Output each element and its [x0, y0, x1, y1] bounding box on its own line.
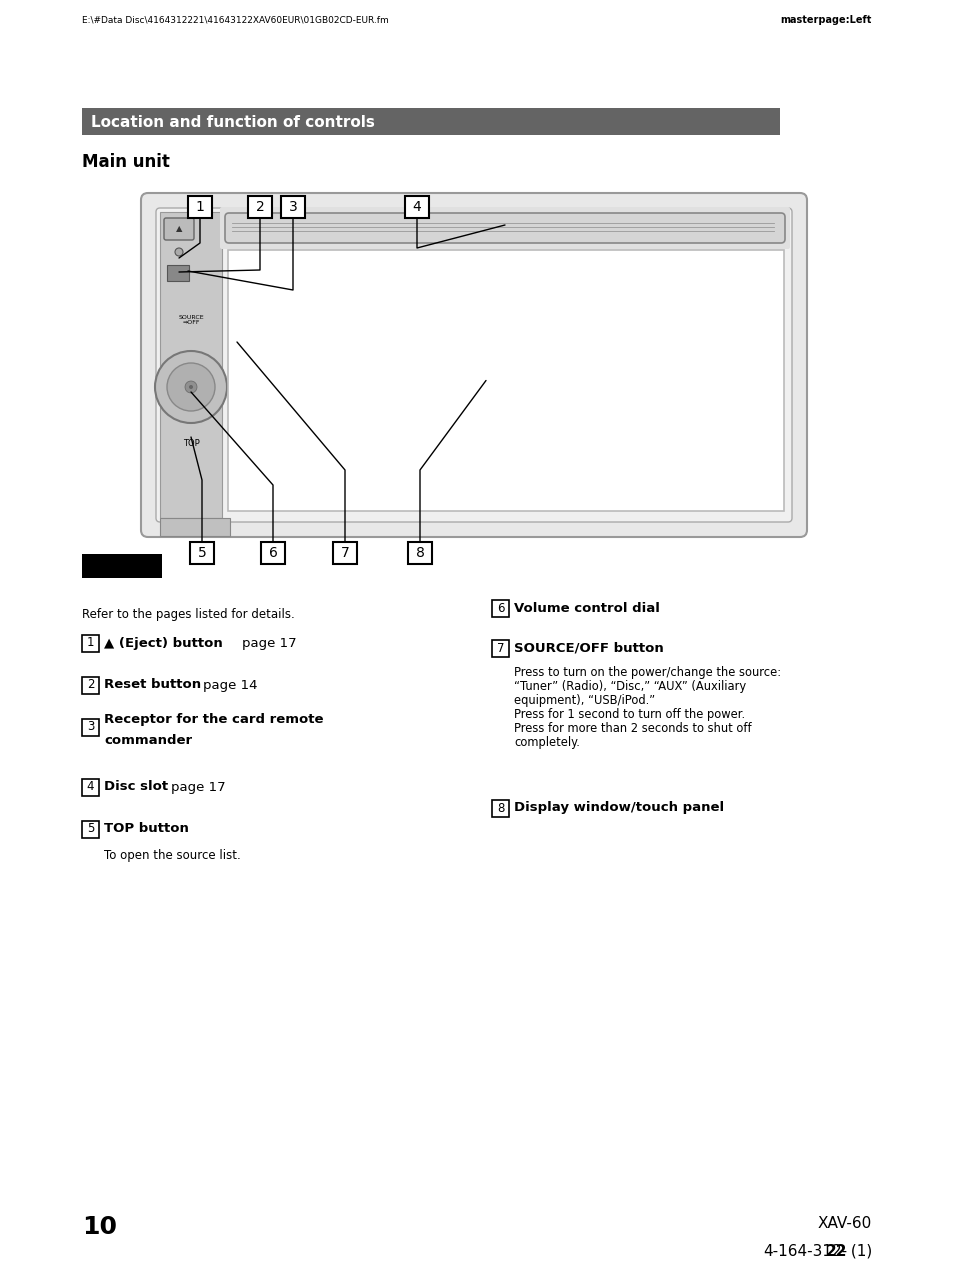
FancyBboxPatch shape [220, 207, 789, 249]
Text: 4: 4 [87, 781, 94, 794]
Text: (1): (1) [845, 1245, 871, 1259]
Text: XAV-60: XAV-60 [817, 1215, 871, 1231]
Circle shape [154, 351, 227, 423]
FancyBboxPatch shape [167, 265, 189, 281]
Bar [248, 196, 272, 218]
Text: TOP: TOP [182, 439, 199, 448]
Text: 6: 6 [269, 546, 277, 560]
Text: Press for 1 second to turn off the power.: Press for 1 second to turn off the power… [514, 707, 744, 721]
Text: 2: 2 [255, 199, 264, 215]
Bar [492, 599, 509, 616]
Bar [82, 779, 99, 795]
Bar [82, 719, 99, 735]
Text: SOURCE/OFF button: SOURCE/OFF button [514, 641, 663, 654]
Text: Volume control dial: Volume control dial [514, 602, 659, 615]
Bar [188, 196, 212, 218]
Circle shape [185, 381, 196, 392]
Text: Reset button: Reset button [104, 678, 201, 691]
FancyBboxPatch shape [141, 193, 806, 537]
Text: 4-164-312-: 4-164-312- [762, 1245, 846, 1259]
Text: Display window/touch panel: Display window/touch panel [514, 801, 723, 814]
Text: Main unit: Main unit [82, 152, 170, 171]
FancyBboxPatch shape [160, 518, 230, 536]
Bar [261, 542, 285, 564]
Text: SOURCE
⇒OFF: SOURCE ⇒OFF [178, 315, 204, 325]
Bar [228, 250, 783, 511]
Text: ▲ (Eject) button: ▲ (Eject) button [104, 636, 222, 649]
Text: 5: 5 [197, 546, 206, 560]
Bar [82, 820, 99, 837]
Bar [492, 640, 509, 657]
Text: 10: 10 [82, 1215, 117, 1240]
Bar [492, 800, 509, 817]
FancyBboxPatch shape [225, 213, 784, 243]
Text: “Tuner” (Radio), “Disc,” “AUX” (Auxiliary: “Tuner” (Radio), “Disc,” “AUX” (Auxiliar… [514, 679, 745, 693]
Circle shape [167, 363, 214, 411]
Text: 7: 7 [340, 546, 349, 560]
Text: commander: commander [104, 734, 192, 748]
Bar [82, 554, 162, 578]
Text: To open the source list.: To open the source list. [104, 850, 240, 862]
Text: ▲: ▲ [175, 225, 182, 234]
Text: 22: 22 [824, 1245, 846, 1259]
Bar [333, 542, 356, 564]
Text: Disc slot: Disc slot [104, 781, 168, 794]
Text: 1: 1 [195, 199, 204, 215]
Text: page 17: page 17 [171, 781, 226, 794]
FancyBboxPatch shape [156, 208, 791, 522]
Text: Press to turn on the power/change the source:: Press to turn on the power/change the so… [514, 665, 781, 679]
Bar [281, 196, 305, 218]
Bar [82, 108, 780, 135]
Bar [405, 196, 429, 218]
Bar [408, 542, 432, 564]
Text: Refer to the pages listed for details.: Refer to the pages listed for details. [82, 608, 294, 621]
Text: Location and function of controls: Location and function of controls [91, 116, 375, 130]
Text: 8: 8 [416, 546, 424, 560]
Text: 4: 4 [413, 199, 421, 215]
Text: Receptor for the card remote: Receptor for the card remote [104, 712, 323, 725]
Text: 3: 3 [289, 199, 297, 215]
Text: equipment), “USB/iPod.”: equipment), “USB/iPod.” [514, 693, 655, 707]
Text: page 14: page 14 [203, 678, 257, 691]
Bar [190, 542, 213, 564]
Text: 6: 6 [497, 602, 504, 615]
Text: completely.: completely. [514, 737, 579, 749]
Bar [160, 212, 222, 518]
Text: page 17: page 17 [242, 636, 296, 649]
Text: 1: 1 [87, 636, 94, 649]
FancyBboxPatch shape [164, 218, 193, 240]
Text: 2: 2 [87, 678, 94, 691]
Text: E:\#Data Disc\4164312221\41643122XAV60EUR\01GB02CD-EUR.fm: E:\#Data Disc\4164312221\41643122XAV60EU… [82, 15, 388, 24]
Text: TOP button: TOP button [104, 823, 189, 836]
Text: 3: 3 [87, 720, 94, 734]
Text: 7: 7 [497, 641, 504, 654]
Text: 5: 5 [87, 823, 94, 836]
Text: 8: 8 [497, 801, 503, 814]
Text: masterpage:Left: masterpage:Left [780, 15, 871, 25]
Bar [82, 677, 99, 693]
Circle shape [189, 385, 193, 389]
Circle shape [174, 248, 183, 257]
Bar [82, 635, 99, 652]
Text: Press for more than 2 seconds to shut off: Press for more than 2 seconds to shut of… [514, 723, 751, 735]
